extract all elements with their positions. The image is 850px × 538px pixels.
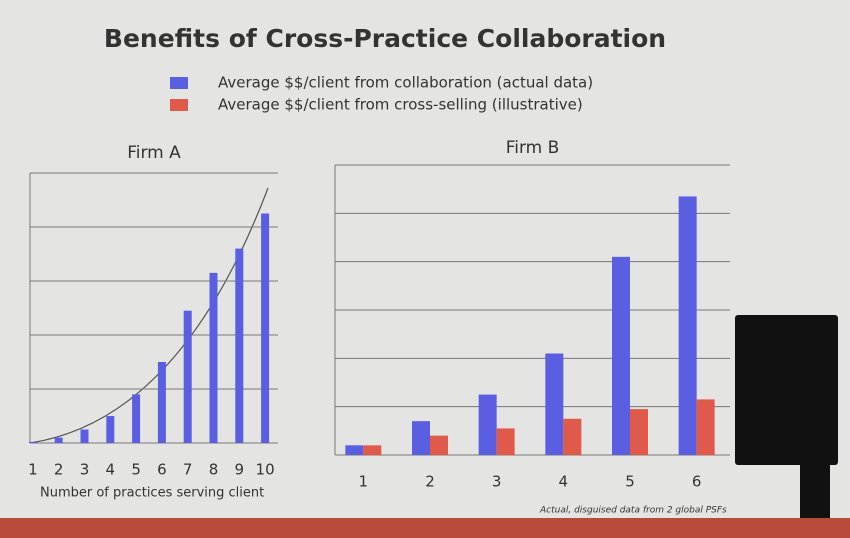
x-tick-label: 8 <box>209 461 219 479</box>
x-tick-label: 4 <box>106 461 116 479</box>
bar <box>678 196 697 455</box>
bar <box>235 248 244 443</box>
footnote: Actual, disguised data from 2 global PSF… <box>539 506 727 516</box>
legend-label: Average $$/client from collaboration (ac… <box>218 74 593 92</box>
x-axis-label: Number of practices serving client <box>40 486 264 501</box>
slide-title: Benefits of Cross-Practice Collaboration <box>104 24 666 53</box>
x-tick-label: 3 <box>80 461 90 479</box>
bar <box>612 256 630 455</box>
bar <box>28 441 37 443</box>
chart-title: Firm B <box>506 138 560 158</box>
x-tick-label: 2 <box>425 473 435 491</box>
speaker <box>735 315 838 518</box>
bar <box>496 428 515 455</box>
bar <box>132 394 141 443</box>
bar <box>696 399 715 455</box>
bar <box>157 362 166 443</box>
bar <box>412 421 430 455</box>
bar <box>183 310 192 443</box>
bar <box>430 435 448 455</box>
bar <box>563 418 582 455</box>
bar <box>261 213 270 443</box>
x-tick-label: 7 <box>183 461 193 479</box>
legend-label: Average $$/client from cross-selling (il… <box>218 96 583 114</box>
bar <box>630 409 648 455</box>
x-tick-label: 3 <box>492 473 502 491</box>
x-tick-label: 4 <box>559 473 569 491</box>
x-tick-label: 9 <box>235 461 245 479</box>
bar <box>209 272 218 443</box>
x-tick-label: 5 <box>625 473 635 491</box>
x-tick-label: 2 <box>54 461 64 479</box>
bar <box>345 445 364 455</box>
bar <box>54 437 63 443</box>
footer-band <box>0 518 850 538</box>
bar <box>545 353 564 455</box>
legend-swatch <box>170 99 188 111</box>
x-tick-label: 1 <box>28 461 38 479</box>
chart-title: Firm A <box>127 143 181 163</box>
bar <box>80 429 89 443</box>
bar <box>106 416 115 443</box>
x-tick-label: 10 <box>256 461 275 479</box>
x-tick-label: 6 <box>692 473 702 491</box>
x-tick-label: 6 <box>157 461 167 479</box>
x-tick-label: 5 <box>131 461 141 479</box>
x-tick-label: 1 <box>359 473 369 491</box>
bar <box>478 394 497 455</box>
bar <box>363 445 382 455</box>
legend-swatch <box>170 77 188 89</box>
